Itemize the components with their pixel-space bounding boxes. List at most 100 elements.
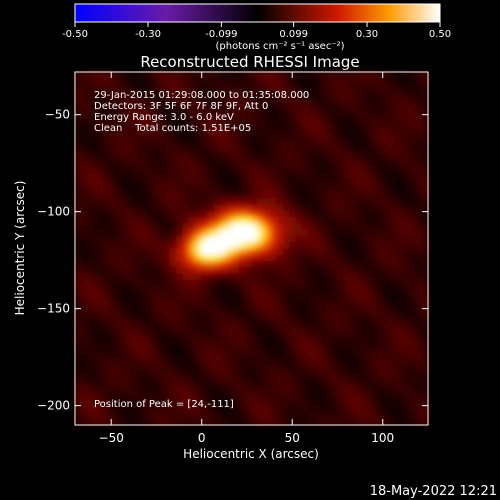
heatmap-cell — [346, 128, 353, 136]
heatmap-cell — [377, 166, 385, 174]
heatmap-cell — [320, 135, 328, 142]
heatmap-cell — [232, 116, 240, 124]
heatmap-cell — [327, 387, 335, 395]
heatmap-cell — [390, 147, 398, 155]
heatmap-cell — [333, 374, 341, 382]
heatmap-cell — [327, 317, 335, 325]
heatmap-cell — [270, 267, 278, 275]
heatmap-cell — [402, 280, 410, 287]
heatmap-cell — [194, 235, 202, 243]
heatmap-cell — [87, 109, 95, 117]
heatmap-cell — [264, 349, 272, 357]
heatmap-cell — [182, 153, 190, 161]
annotation-detectors: Detectors: 3F 5F 6F 7F 8F 9F, Att 0 — [94, 101, 268, 112]
heatmap-cell — [131, 418, 139, 426]
heatmap-cell — [264, 103, 272, 111]
heatmap-cell — [257, 90, 265, 98]
heatmap-cell — [402, 103, 410, 111]
heatmap-cell — [131, 166, 139, 174]
heatmap-cell — [251, 292, 259, 300]
heatmap-cell — [150, 292, 158, 300]
heatmap-cell — [219, 406, 227, 413]
heatmap-cell — [112, 153, 120, 161]
heatmap-cell — [364, 361, 372, 369]
heatmap-cell — [232, 172, 240, 180]
heatmap-cell — [421, 355, 429, 363]
heatmap-cell — [377, 78, 385, 86]
heatmap-cell — [188, 349, 196, 357]
heatmap-cell — [163, 160, 171, 168]
heatmap-cell — [339, 223, 347, 231]
heatmap-cell — [226, 292, 234, 300]
heatmap-cell — [188, 122, 196, 130]
heatmap-cell — [396, 330, 404, 338]
heatmap-cell — [238, 109, 246, 117]
heatmap-cell — [346, 97, 353, 105]
heatmap-cell — [415, 298, 423, 306]
heatmap-cell — [226, 122, 234, 130]
heatmap-cell — [371, 324, 379, 332]
heatmap-cell — [144, 298, 152, 306]
heatmap-cell — [106, 298, 114, 306]
heatmap-cell — [163, 418, 171, 426]
heatmap-cell — [238, 72, 246, 79]
heatmap-cell — [358, 336, 366, 344]
heatmap-cell — [327, 191, 335, 199]
heatmap-cell — [144, 380, 152, 388]
heatmap-cell — [112, 84, 120, 92]
heatmap-cell — [264, 185, 272, 193]
heatmap-cell — [421, 210, 429, 218]
heatmap-cell — [339, 179, 347, 187]
heatmap-cell — [87, 418, 95, 426]
heatmap-cell — [194, 305, 202, 313]
heatmap-cell — [301, 406, 309, 413]
heatmap-cell — [112, 368, 120, 376]
heatmap-cell — [295, 305, 303, 313]
heatmap-cell — [194, 393, 202, 401]
heatmap-cell — [175, 223, 183, 231]
heatmap-cell — [119, 380, 127, 388]
heatmap-cell — [182, 185, 190, 193]
heatmap-cell — [226, 261, 234, 269]
heatmap-cell — [364, 78, 372, 86]
heatmap-cell — [87, 78, 95, 86]
heatmap-cell — [383, 368, 391, 376]
heatmap-cell — [383, 229, 391, 237]
heatmap-cell — [125, 191, 133, 199]
heatmap-cell — [131, 160, 139, 168]
heatmap-cell — [283, 254, 290, 262]
heatmap-cell — [163, 374, 171, 382]
heatmap-cell — [396, 412, 404, 420]
heatmap-cell — [245, 343, 253, 350]
heatmap-cell — [138, 198, 145, 205]
heatmap-cell — [421, 387, 429, 395]
heatmap-cell — [339, 84, 347, 92]
heatmap-cell — [75, 412, 82, 420]
heatmap-cell — [175, 147, 183, 155]
heatmap-cell — [409, 374, 416, 382]
heatmap-cell — [201, 399, 208, 407]
heatmap-cell — [327, 273, 335, 281]
heatmap-cell — [175, 242, 183, 250]
heatmap-cell — [213, 153, 221, 161]
heatmap-cell — [339, 336, 347, 344]
heatmap-cell — [358, 311, 366, 319]
heatmap-cell — [352, 248, 360, 256]
heatmap-cell — [81, 324, 89, 332]
heatmap-cell — [213, 368, 221, 376]
heatmap-cell — [421, 286, 429, 294]
colorbar — [74, 3, 441, 23]
heatmap-cell — [75, 116, 82, 124]
heatmap-cell — [402, 135, 410, 142]
heatmap-cell — [257, 172, 265, 180]
heatmap-cell — [289, 191, 297, 199]
heatmap-cell — [270, 72, 278, 79]
heatmap-cell — [201, 273, 208, 281]
heatmap-cell — [371, 172, 379, 180]
heatmap-cell — [163, 90, 171, 98]
heatmap-cell — [175, 210, 183, 218]
heatmap-cell — [270, 179, 278, 187]
heatmap-cell — [308, 368, 316, 376]
heatmap-cell — [194, 298, 202, 306]
heatmap-cell — [232, 393, 240, 401]
